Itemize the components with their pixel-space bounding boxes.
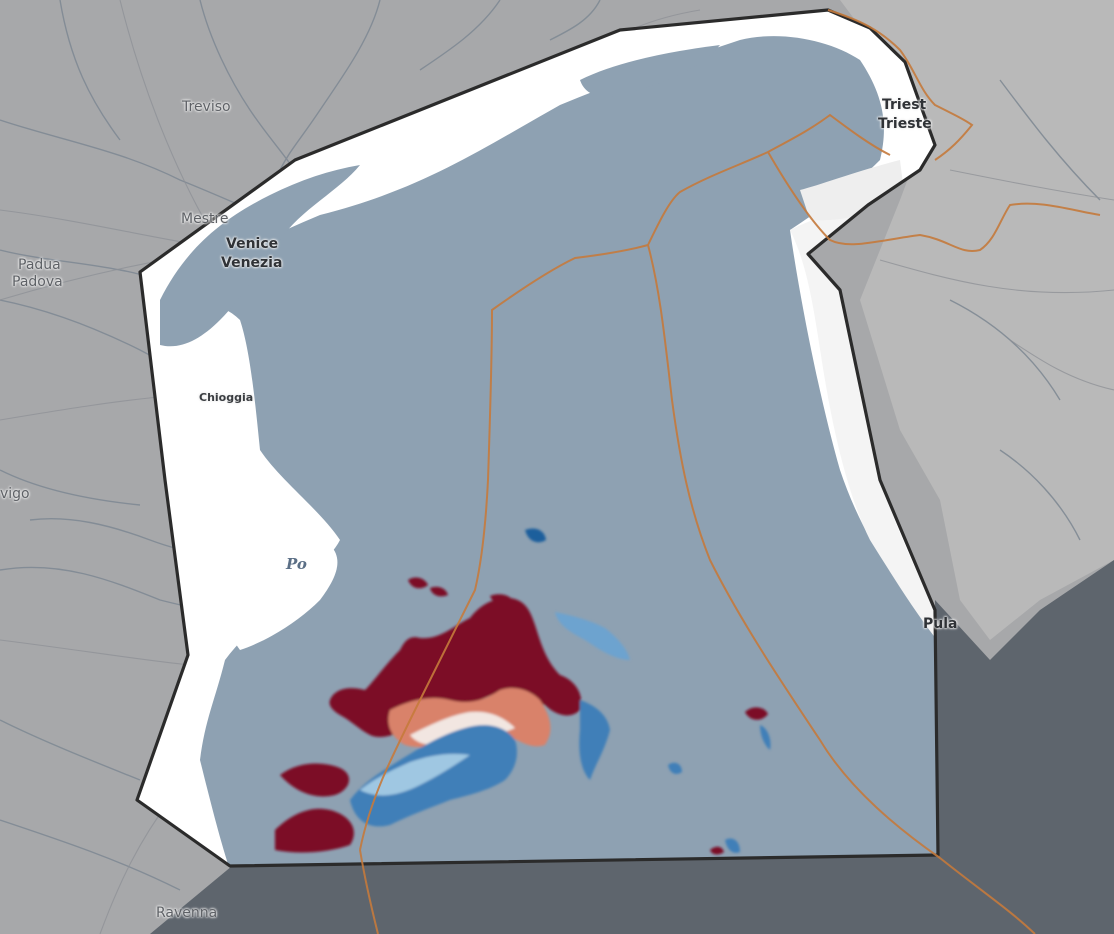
label-trieste-si: Triest <box>882 97 927 113</box>
heatmap-layer <box>275 528 771 855</box>
heat-low-right <box>579 700 610 780</box>
heat-spot-high-7 <box>710 846 724 855</box>
heat-spot-high-1 <box>408 577 428 589</box>
aoi-region <box>135 8 940 868</box>
heat-spot-high-4 <box>280 763 350 797</box>
heat-spot-high-6 <box>745 707 768 720</box>
venice-lagoon <box>160 165 360 347</box>
heat-spot-high-2 <box>430 586 448 597</box>
po-delta <box>220 540 338 650</box>
heat-low-strip <box>555 612 630 660</box>
aoi-outline <box>135 8 940 868</box>
sea-outside-south <box>150 866 232 934</box>
label-venice-en: Venice <box>226 236 279 252</box>
heat-low-light <box>360 753 470 796</box>
marano-lagoon <box>580 45 720 97</box>
heat-low-spot-3 <box>760 725 771 750</box>
label-trieste-it: Trieste <box>878 116 932 132</box>
label-rovigo: vigo <box>0 486 30 502</box>
label-chioggia: Chioggia <box>199 391 254 404</box>
heat-low-spot-1 <box>525 528 546 543</box>
label-venice-it: Venezia <box>221 255 283 271</box>
label-pula: Pula <box>923 616 958 632</box>
heat-low-spot-2 <box>668 762 682 774</box>
hills-east <box>840 0 1114 640</box>
label-padua-it: Padova <box>12 274 63 290</box>
heat-spot-high-3 <box>490 594 515 606</box>
label-treviso: Treviso <box>182 99 231 115</box>
heat-low-spot-4 <box>725 838 740 853</box>
sea-inside <box>160 36 938 866</box>
heat-neutral <box>410 711 515 746</box>
label-padua-en: Padua <box>18 257 61 273</box>
heat-spot-high-5 <box>275 808 354 853</box>
label-mestre: Mestre <box>181 211 229 227</box>
boundaries <box>359 9 1101 934</box>
label-ravenna: Ravenna <box>156 905 218 921</box>
label-po-river: Po <box>286 555 307 573</box>
heat-cluster-high <box>329 598 582 738</box>
